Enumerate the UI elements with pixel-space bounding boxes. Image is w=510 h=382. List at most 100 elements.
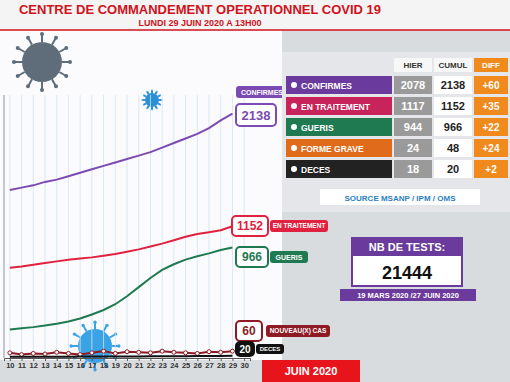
virus-spike	[110, 335, 115, 338]
virus-icon	[142, 90, 163, 111]
virus-spike	[72, 345, 78, 347]
grid-line	[21, 95, 22, 358]
virus-spike	[147, 92, 148, 94]
x-tick: 21	[135, 358, 143, 370]
cell-text: 1152	[441, 100, 465, 112]
x-tick: 27	[205, 358, 213, 370]
end-label: NOUVEAU(X) CAS60	[236, 321, 330, 341]
row-dot	[291, 103, 297, 109]
virus-spike-tip	[156, 108, 157, 109]
grid-line	[91, 95, 92, 358]
series-line	[10, 114, 233, 190]
series-marker	[125, 350, 129, 354]
series-line	[10, 248, 233, 330]
grid-line	[127, 95, 128, 358]
cell-text: 2138	[441, 79, 465, 91]
cell-text: +24	[483, 143, 500, 154]
x-tick-label: 22	[147, 361, 155, 370]
grid-line	[220, 95, 221, 358]
virus-spike-tip	[105, 324, 108, 327]
virus-spike-tip	[143, 94, 144, 95]
virus-spike	[19, 49, 25, 53]
value-cell	[434, 97, 472, 115]
header-cell	[394, 58, 432, 72]
header-cell	[434, 58, 472, 72]
end-label: EN TRAITEMENT 1152	[232, 216, 328, 236]
grid-line	[138, 95, 139, 358]
x-tick: 25	[182, 358, 190, 370]
value-cell	[434, 76, 472, 94]
virus-spike	[29, 39, 33, 45]
virus-spike	[59, 49, 65, 53]
series-tag: DECES	[260, 346, 281, 352]
series-line	[10, 226, 233, 267]
series-marker	[66, 351, 70, 355]
grid-line	[68, 95, 69, 358]
label-cell	[286, 160, 392, 178]
grid-line	[56, 95, 57, 358]
x-tick-label: 25	[182, 361, 190, 370]
virus-spike-tip	[68, 60, 72, 64]
series-marker	[113, 351, 117, 355]
value-cell	[394, 97, 432, 115]
series-marker	[137, 350, 141, 354]
value-box: 966	[242, 250, 262, 264]
x-tick-label: 30	[240, 361, 248, 370]
virus-spike	[52, 39, 56, 45]
virus-spike-tip	[151, 90, 152, 91]
virus-spike	[15, 61, 22, 63]
tests-period-bg	[340, 289, 476, 301]
plot-background	[0, 30, 282, 360]
value-cell	[434, 118, 472, 136]
value-cell	[394, 118, 432, 136]
value-box-bg	[236, 104, 276, 126]
virus-spike	[144, 95, 146, 96]
virus-spike	[151, 91, 153, 93]
chart-svg: CENTRE DE COMMANDEMENT OPERATIONNEL COVI…	[0, 0, 510, 382]
virus-spike-tip	[81, 324, 84, 327]
grid-line	[33, 95, 34, 358]
cell-text: 24	[407, 142, 420, 154]
x-tick-label: 17	[88, 361, 96, 370]
value-cell	[474, 118, 508, 136]
title: CENTRE DE COMMANDEMENT OPERATIONNEL COVI…	[19, 2, 381, 17]
value-box: 1152	[237, 219, 263, 233]
virus-body	[145, 93, 159, 107]
row-dot	[291, 124, 297, 130]
grid-line	[162, 95, 163, 358]
series-marker	[55, 350, 59, 354]
end-label: DECES20	[236, 342, 284, 356]
x-tick-label: 16	[76, 361, 84, 370]
series-tag: EN TRAITEMENT	[273, 222, 326, 229]
virus-spike	[75, 335, 80, 338]
x-tick-label: 21	[135, 361, 143, 370]
virus-spike-tip	[40, 88, 44, 92]
row-dot	[291, 82, 297, 88]
x-tick-label: 11	[18, 361, 26, 370]
x-tick: 13	[41, 358, 49, 370]
cell-text: +60	[483, 80, 500, 91]
plot-area	[8, 114, 235, 357]
x-tick: 26	[194, 358, 202, 370]
virus-spike	[41, 35, 43, 42]
cell-text: +2	[485, 164, 497, 175]
series-marker	[230, 349, 234, 353]
value-cell	[434, 160, 472, 178]
value-box-bg	[232, 216, 268, 236]
x-tick-label: 27	[205, 361, 213, 370]
cell-text: +35	[483, 101, 500, 112]
value-box-bg	[236, 342, 254, 356]
grid-line	[9, 95, 10, 358]
x-tick-label: 28	[217, 361, 225, 370]
series-tag-bg	[270, 251, 308, 263]
header-text: DIFF	[482, 61, 500, 70]
virus-spike-tip	[146, 91, 147, 92]
x-tick-label: 12	[30, 361, 38, 370]
virus-spike-tip	[26, 36, 30, 40]
series-tag: NOUVEAU(X) CAS	[270, 327, 327, 335]
x-tick-label: 23	[158, 361, 166, 370]
row-label: EN TRAITEMENT	[301, 102, 371, 112]
x-tick: 16	[76, 358, 84, 370]
cell-text: 20	[447, 163, 459, 175]
virus-spike	[144, 104, 146, 105]
